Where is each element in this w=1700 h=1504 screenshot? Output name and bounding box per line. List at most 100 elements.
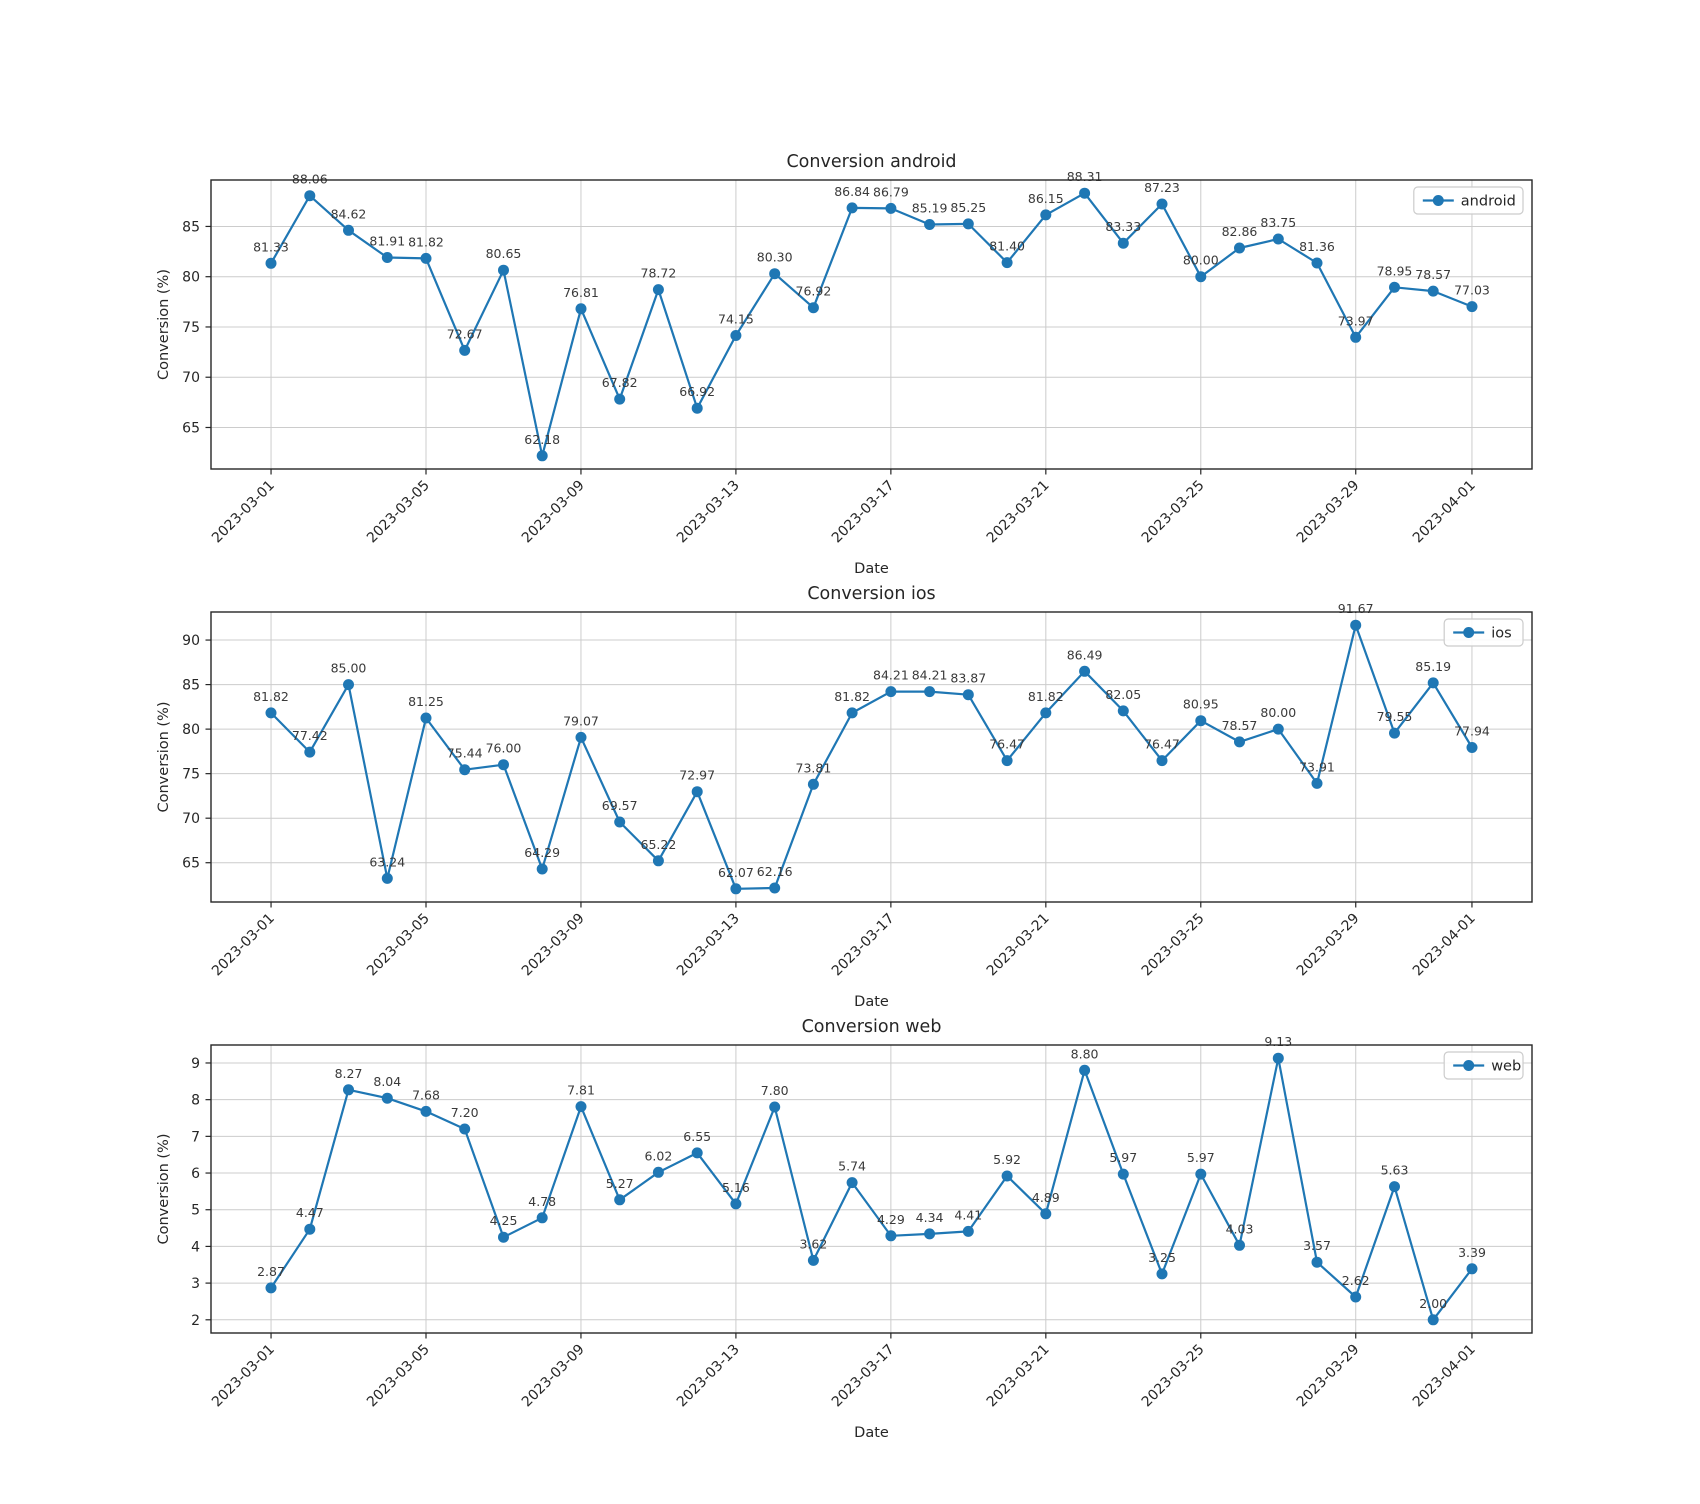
x-tick-label: 2023-03-09 [519, 1342, 588, 1411]
data-point-label: 79.07 [563, 713, 599, 728]
data-point [962, 689, 974, 701]
x-tick-label: 2023-03-29 [1294, 478, 1363, 547]
data-point [1427, 677, 1439, 689]
data-point [459, 1123, 471, 1135]
legend: web [1443, 1051, 1524, 1080]
data-point-label: 73.81 [796, 760, 832, 775]
data-point [304, 190, 316, 202]
plot-frame [210, 1044, 1533, 1334]
data-point-label: 81.82 [408, 234, 444, 249]
data-point-label: 2.87 [257, 1264, 285, 1279]
data-point [1079, 665, 1091, 677]
data-point-label: 81.91 [369, 234, 405, 249]
x-tick-label: 2023-03-29 [1294, 1342, 1363, 1411]
data-point-label: 84.21 [912, 668, 948, 683]
data-point [1350, 619, 1362, 631]
data-point [1234, 242, 1245, 254]
data-point [1311, 1256, 1323, 1268]
legend-marker [1432, 195, 1444, 206]
data-point [885, 202, 897, 214]
data-point-label: 84.62 [331, 206, 367, 221]
x-tick-label: 2023-03-17 [829, 478, 898, 547]
x-axis-label: Date [854, 1425, 889, 1441]
data-point [304, 1223, 316, 1235]
data-point-label: 85.00 [331, 661, 367, 676]
data-point-label: 78.57 [1222, 718, 1258, 733]
data-point-label: 74.15 [718, 312, 754, 327]
data-point [420, 252, 432, 264]
x-tick-label: 2023-03-13 [674, 1342, 743, 1411]
data-point-label: 67.82 [602, 375, 638, 390]
data-point [498, 1231, 509, 1243]
data-point [420, 712, 432, 724]
data-point [1272, 1052, 1284, 1064]
data-point [1350, 1291, 1362, 1303]
data-point-label: 82.05 [1105, 687, 1141, 702]
data-point [1427, 285, 1439, 297]
legend-box [1413, 186, 1524, 215]
y-tick-label: 3 [191, 1276, 200, 1292]
data-point-label: 84.21 [873, 668, 909, 683]
y-tick-label: 85 [182, 678, 200, 694]
data-point-label: 78.57 [1415, 267, 1451, 282]
x-tick-label: 2023-03-25 [1139, 1342, 1208, 1411]
data-point [730, 883, 742, 895]
chart-title: Conversion ios [807, 584, 935, 604]
data-point-label: 64.29 [524, 845, 560, 860]
plot-frame [210, 179, 1533, 470]
data-point [924, 686, 936, 698]
data-point-label: 80.30 [757, 250, 793, 265]
data-point-label: 6.55 [683, 1129, 711, 1144]
data-point [652, 1166, 664, 1178]
data-point-label: 2.62 [1342, 1273, 1370, 1288]
data-point-label: 5.97 [1109, 1150, 1137, 1165]
y-tick-label: 75 [182, 767, 200, 783]
data-point-label: 75.44 [447, 746, 483, 761]
data-point-label: 87.23 [1144, 180, 1180, 195]
series-line-android [269, 192, 1474, 457]
x-tick-label: 2023-03-21 [984, 1342, 1053, 1411]
data-point-label: 66.92 [679, 384, 715, 399]
data-point-label: 62.16 [757, 864, 793, 879]
data-point [536, 863, 548, 875]
data-point-label: 86.84 [834, 184, 870, 199]
legend: ios [1443, 618, 1524, 647]
data-point-label: 7.80 [761, 1083, 789, 1098]
y-tick-label: 4 [191, 1239, 200, 1255]
y-tick-label: 6 [191, 1166, 200, 1182]
data-point [536, 450, 548, 462]
data-point-label: 5.74 [838, 1159, 866, 1174]
x-tick-label: 2023-03-25 [1139, 478, 1208, 547]
data-point-label: 79.55 [1377, 709, 1413, 724]
data-point [1350, 331, 1362, 343]
data-point-label: 6.02 [644, 1148, 672, 1163]
data-point [1389, 1181, 1400, 1193]
data-point-label: 7.20 [451, 1105, 479, 1120]
data-point [1156, 755, 1168, 767]
data-point-label: 81.82 [834, 689, 870, 704]
data-point-label: 5.63 [1381, 1163, 1409, 1178]
data-point-label: 86.49 [1067, 647, 1103, 662]
x-tick-label: 2023-03-05 [364, 911, 433, 980]
data-point [962, 218, 974, 230]
data-point-label: 72.67 [447, 326, 483, 341]
y-tick-label: 8 [191, 1093, 200, 1109]
data-point-label: 3.25 [1148, 1250, 1176, 1265]
data-point [614, 393, 626, 405]
x-tick-label: 2023-03-13 [674, 478, 743, 547]
data-point-label: 76.47 [1144, 737, 1180, 752]
legend: android [1413, 186, 1524, 215]
y-tick-label: 65 [182, 420, 200, 436]
data-point-label: 82.86 [1222, 224, 1258, 239]
data-point [652, 284, 664, 296]
data-point [730, 330, 742, 341]
data-point [652, 855, 664, 867]
data-point [1234, 736, 1245, 748]
data-point-label: 76.92 [796, 284, 832, 299]
chart-title: Conversion web [802, 1017, 942, 1037]
data-point [498, 264, 509, 276]
x-axis-label: Date [854, 994, 889, 1010]
x-tick-label: 2023-03-01 [209, 478, 278, 547]
data-point-label: 65.22 [641, 837, 677, 852]
y-axis-label: Conversion (%) [156, 269, 172, 380]
